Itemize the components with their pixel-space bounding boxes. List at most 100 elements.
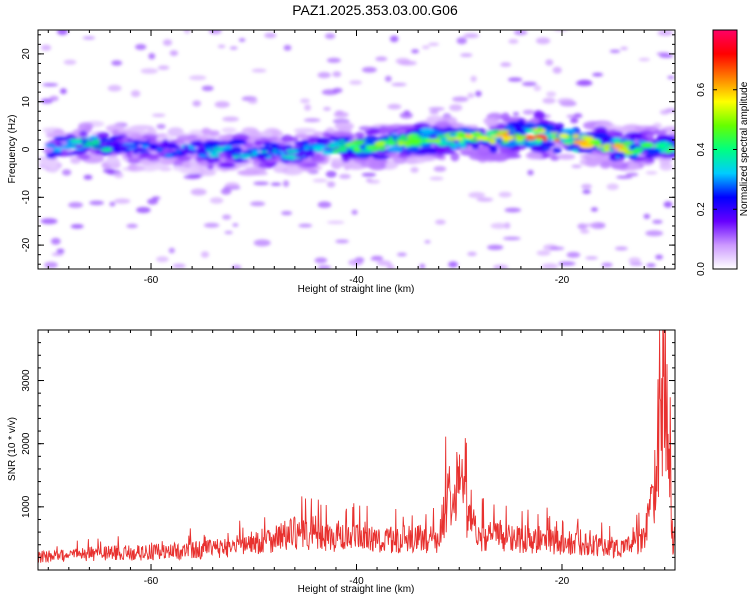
heatmap-cell <box>375 146 381 151</box>
y-tick-label: -20 <box>21 237 32 252</box>
heatmap-cell <box>258 171 268 176</box>
heatmap-cell <box>239 153 251 159</box>
heatmap-hotspot <box>612 144 625 149</box>
heatmap-cell <box>198 170 216 176</box>
heatmap-speckle <box>304 104 312 111</box>
heatmap-speckle <box>429 176 444 181</box>
heatmap-speckle <box>349 80 362 85</box>
heatmap-speckle <box>229 46 238 50</box>
heatmap-cell <box>130 134 144 140</box>
heatmap-cell <box>52 149 63 152</box>
heatmap-speckle <box>49 95 59 102</box>
heatmap-speckle <box>70 224 84 229</box>
heatmap-speckle <box>224 182 240 190</box>
heatmap-cell <box>378 127 395 133</box>
heatmap-cell <box>552 147 562 154</box>
heatmap-speckle <box>452 96 469 102</box>
heatmap-speckle <box>140 68 158 74</box>
heatmap-speckle <box>335 110 344 115</box>
heatmap-speckle <box>463 33 479 39</box>
heatmap-speckle <box>339 174 351 179</box>
heatmap-cell <box>206 157 215 164</box>
heatmap-speckle <box>209 197 224 204</box>
heatmap-cell <box>189 146 196 150</box>
heatmap-cell <box>334 122 354 131</box>
heatmap-speckle <box>156 256 169 263</box>
heatmap-speckle <box>502 236 521 241</box>
heatmap-speckle <box>326 220 345 224</box>
heatmap-speckle <box>522 109 535 115</box>
heatmap-speckle <box>609 49 621 53</box>
heatmap-speckle <box>361 172 377 177</box>
heatmap-speckle <box>652 219 663 224</box>
heatmap-hotspot <box>501 136 513 141</box>
heatmap-speckle <box>376 260 392 267</box>
heatmap-cell <box>241 150 255 155</box>
heatmap-cell <box>230 152 242 156</box>
heatmap-speckle <box>189 75 207 81</box>
heatmap-speckle <box>646 263 656 268</box>
heatmap-cell <box>48 132 68 138</box>
heatmap-speckle <box>433 166 447 172</box>
heatmap-speckle <box>419 263 426 269</box>
heatmap-hotspot <box>453 137 464 141</box>
heatmap-cell <box>524 128 535 133</box>
heatmap-cell <box>126 151 133 159</box>
heatmap-cell <box>662 136 675 140</box>
heatmap-hotspot <box>653 145 667 149</box>
snr-panel: -60 -40 -20 1000 2000 3000 Height of straigh… <box>7 329 676 595</box>
heatmap-cell <box>632 154 638 160</box>
heatmap-speckle <box>386 264 395 269</box>
heatmap-speckle <box>582 189 591 194</box>
heatmap-cell <box>542 124 555 130</box>
heatmap-cell <box>468 128 479 133</box>
heatmap-hotspot <box>386 140 395 146</box>
heatmap-speckle <box>348 259 364 266</box>
heatmap-cell <box>237 149 243 153</box>
heatmap-cell <box>499 146 513 154</box>
y-tick-label: 1000 <box>21 495 32 518</box>
heatmap-cell <box>183 144 189 150</box>
heatmap-hotspot <box>475 136 489 141</box>
heatmap-speckle <box>324 33 336 39</box>
colorbar-tick-label: 0.6 <box>696 82 707 96</box>
heatmap-speckle <box>298 223 313 228</box>
heatmap-speckle <box>152 196 161 200</box>
heatmap-speckle <box>606 183 619 191</box>
heatmap-cell <box>368 145 374 149</box>
spectrogram-y-ticks: -20 -10 0 10 20 <box>21 48 675 252</box>
heatmap-cell <box>65 139 73 145</box>
heatmap-cell <box>313 131 324 137</box>
heatmap-cell <box>147 154 158 162</box>
heatmap-cell <box>266 137 279 142</box>
heatmap-speckle <box>498 191 512 198</box>
heatmap-speckle <box>428 42 440 46</box>
heatmap-cell <box>354 132 365 138</box>
heatmap-speckle <box>314 257 328 264</box>
heatmap-cell <box>77 154 91 160</box>
heatmap-cell <box>572 133 580 139</box>
heatmap-cell <box>646 133 654 139</box>
heatmap-cell <box>156 147 164 153</box>
heatmap-cell <box>285 148 298 155</box>
y-tick-label: 0 <box>21 146 32 152</box>
heatmap-hotspot <box>374 141 386 147</box>
heatmap-cell <box>460 150 479 156</box>
colorbar-tick-label: 0.4 <box>696 142 707 156</box>
heatmap-cell <box>554 138 561 143</box>
heatmap-speckle <box>114 198 131 204</box>
heatmap-speckle <box>638 57 650 62</box>
heatmap-cell <box>423 134 431 138</box>
heatmap-speckle <box>620 46 628 51</box>
heatmap-cell <box>128 163 137 171</box>
heatmap-speckle <box>351 209 358 215</box>
heatmap-speckle <box>169 50 179 56</box>
heatmap-speckle <box>317 201 332 208</box>
heatmap-cell <box>459 132 465 137</box>
heatmap-cell <box>441 142 452 146</box>
heatmap-cell <box>435 145 452 151</box>
heatmap-cell <box>264 147 271 151</box>
heatmap-hotspot <box>426 138 442 143</box>
heatmap-speckle <box>487 244 504 250</box>
heatmap-cell <box>483 117 498 125</box>
